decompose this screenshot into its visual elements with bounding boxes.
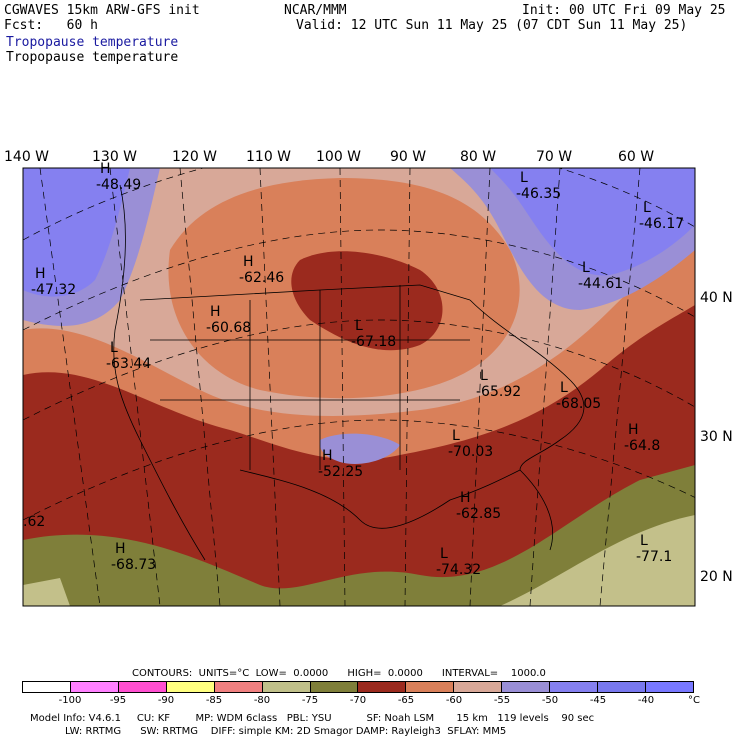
legend-tick: -90 (157, 695, 175, 706)
map-frame (22, 167, 696, 607)
extremum-value: -60.68 (206, 320, 251, 336)
legend-tick: -55 (493, 695, 511, 706)
legend-swatch (118, 682, 167, 692)
legend-ticks: -100 -95 -90 -85 -80 -75 -70 -65 -60 -55 -50 -45 -40… (0, 695, 740, 707)
longitude-labels: 140 W 130 W 120 W 110 W 100 W 90 W 80 W … (4, 149, 654, 165)
high-marker: H (115, 541, 126, 557)
legend-tick: -70 (349, 695, 367, 706)
legend-tick: -80 (253, 695, 271, 706)
contour-info: CONTOURS: UNITS=°C LOW= 0.0000 HIGH= 0.0… (132, 668, 546, 679)
legend-swatch (645, 682, 693, 692)
lat-lon-grid (23, 168, 695, 606)
tropopause-temperature-field (23, 168, 695, 606)
legend-tick: -95 (109, 695, 127, 706)
legend-tick: -75 (301, 695, 319, 706)
model-info-line1: Model Info: V4.6.1 CU: KF MP: WDM 6class… (30, 713, 595, 724)
low-marker: L (480, 368, 488, 384)
legend-swatch (406, 682, 455, 692)
legend-swatch (23, 682, 71, 692)
extremum-value: -67.18 (351, 334, 396, 350)
extremum-value: -70.03 (448, 444, 493, 460)
lon-label: 90 W (390, 149, 426, 165)
low-marker: L (582, 260, 590, 276)
extremum-value: -52.25 (318, 464, 363, 480)
extremum-value: -44.61 (578, 276, 623, 292)
lon-label: 100 W (316, 149, 361, 165)
lon-label: 60 W (618, 149, 654, 165)
lat-label: 30 N (700, 429, 733, 445)
extremum-value: -68.05 (556, 396, 601, 412)
model-title: CGWAVES 15km ARW-GFS init (4, 3, 200, 18)
legend-swatch (502, 682, 551, 692)
legend-swatch (214, 682, 263, 692)
legend-tick: -45 (589, 695, 607, 706)
extremum-value: -47.32 (31, 282, 76, 298)
extremum-value: -46.35 (516, 186, 561, 202)
legend-swatch (550, 682, 599, 692)
extremum-value: -64.8 (624, 438, 660, 454)
legend-tick: -60 (445, 695, 463, 706)
legend-swatch (454, 682, 503, 692)
legend-swatch (166, 682, 215, 692)
legend-tick: -50 (541, 695, 559, 706)
extremum-value: .62 (23, 514, 45, 530)
legend-swatch (70, 682, 119, 692)
legend-tick: -65 (397, 695, 415, 706)
extremum-value: -62.85 (456, 506, 501, 522)
lon-label: 130 W (92, 149, 137, 165)
center-label: NCAR/MMM (284, 3, 347, 18)
extrema-markers: H-48.49 L-46.35L-46.17H-47.32H-62.46L-44.… (23, 161, 684, 578)
legend-tick: °C (688, 695, 700, 706)
lon-label: 110 W (246, 149, 291, 165)
legend-swatch (358, 682, 407, 692)
high-marker: H (243, 254, 254, 270)
legend-swatch (262, 682, 311, 692)
low-marker: L (440, 546, 448, 562)
coastlines-and-borders (113, 184, 585, 561)
field-title: Tropopause temperature (6, 35, 179, 50)
legend-swatch (310, 682, 359, 692)
lon-label: 120 W (172, 149, 217, 165)
color-legend (22, 681, 694, 693)
low-marker: L (110, 340, 118, 356)
init-time: Init: 00 UTC Fri 09 May 25 (522, 3, 726, 18)
lat-label: 40 N (700, 290, 733, 306)
low-marker: L (640, 533, 648, 549)
extremum-value: -62.46 (239, 270, 284, 286)
low-marker: L (643, 200, 651, 216)
legend-swatch (598, 682, 646, 692)
extremum-value: -46.17 (639, 216, 684, 232)
high-marker: H (35, 266, 46, 282)
extremum-value: -74.32 (436, 562, 481, 578)
valid-time: Valid: 12 UTC Sun 11 May 25 (07 CDT Sun … (296, 18, 688, 33)
low-marker: L (520, 170, 528, 186)
extremum-value: -77.1 (636, 549, 672, 565)
low-marker: L (560, 380, 568, 396)
legend-tick: -100 (58, 695, 82, 706)
high-marker: H (210, 304, 221, 320)
extremum-value: -68.73 (111, 557, 156, 573)
legend-tick: -40 (637, 695, 655, 706)
extremum-value: -48.49 (96, 177, 141, 193)
model-info-line2: LW: RRTMG SW: RRTMG DIFF: simple KM: 2D … (30, 726, 507, 737)
high-marker: H (322, 448, 333, 464)
extremum-value: -63.44 (106, 356, 151, 372)
extremum-value: -65.92 (476, 384, 521, 400)
low-marker: L (355, 318, 363, 334)
low-marker: L (452, 428, 460, 444)
lat-label: 20 N (700, 569, 733, 585)
forecast-hour: Fcst: 60 h (4, 18, 98, 33)
field-subtitle: Tropopause temperature (6, 50, 179, 65)
high-marker: H (460, 490, 471, 506)
high-marker: H (628, 422, 639, 438)
lon-label: 80 W (460, 149, 496, 165)
high-marker: H (100, 161, 111, 177)
lon-label: 140 W (4, 149, 49, 165)
latitude-labels: 40 N 30 N 20 N (700, 290, 733, 585)
legend-tick: -85 (205, 695, 223, 706)
lon-label: 70 W (536, 149, 572, 165)
